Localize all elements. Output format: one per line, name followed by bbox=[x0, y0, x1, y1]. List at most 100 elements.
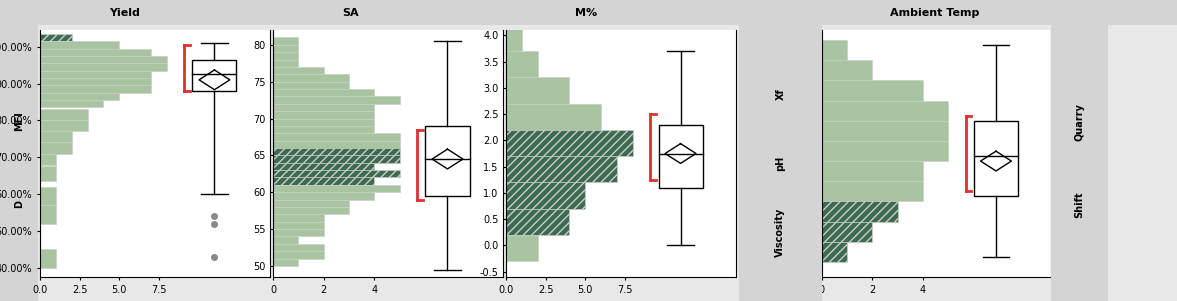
Bar bbox=[273, 170, 343, 178]
Bar bbox=[40, 166, 55, 181]
Bar bbox=[822, 201, 864, 222]
Bar bbox=[273, 60, 299, 67]
Text: D: D bbox=[14, 200, 24, 208]
Text: M%: M% bbox=[576, 8, 597, 17]
Bar bbox=[40, 142, 72, 154]
Bar bbox=[973, 121, 1018, 196]
Bar bbox=[506, 104, 601, 130]
Bar bbox=[40, 249, 55, 268]
Bar bbox=[506, 209, 570, 235]
Text: Xf: Xf bbox=[776, 88, 785, 100]
Polygon shape bbox=[199, 70, 230, 90]
Bar bbox=[40, 71, 151, 78]
Bar bbox=[273, 37, 299, 45]
Bar bbox=[273, 163, 328, 170]
Bar bbox=[273, 126, 374, 133]
Bar bbox=[40, 154, 55, 165]
Bar bbox=[273, 170, 400, 178]
Bar bbox=[506, 156, 617, 182]
Bar bbox=[273, 119, 374, 126]
Text: pH: pH bbox=[776, 155, 785, 171]
Bar bbox=[822, 222, 872, 242]
Bar bbox=[506, 209, 541, 235]
Text: Yield: Yield bbox=[108, 8, 140, 17]
Bar bbox=[425, 126, 470, 196]
Bar bbox=[192, 60, 237, 91]
Bar bbox=[822, 60, 872, 80]
Bar bbox=[658, 125, 703, 188]
Bar bbox=[506, 182, 550, 209]
Bar bbox=[273, 185, 400, 192]
Bar bbox=[273, 96, 400, 104]
Bar bbox=[273, 251, 324, 259]
Bar bbox=[273, 222, 324, 229]
Text: Viscosity: Viscosity bbox=[776, 207, 785, 257]
Text: Shift: Shift bbox=[1075, 191, 1084, 218]
Bar bbox=[40, 34, 72, 41]
Bar bbox=[822, 80, 923, 101]
Bar bbox=[40, 78, 151, 85]
Bar bbox=[822, 101, 949, 121]
Bar bbox=[40, 100, 104, 107]
Bar bbox=[822, 222, 850, 242]
Bar bbox=[273, 89, 374, 96]
Bar bbox=[273, 133, 400, 141]
Bar bbox=[273, 45, 299, 52]
Bar bbox=[273, 259, 299, 266]
Bar bbox=[273, 155, 400, 163]
Bar bbox=[273, 141, 400, 148]
Bar bbox=[506, 25, 521, 51]
Bar bbox=[822, 242, 847, 262]
Bar bbox=[273, 148, 343, 155]
Bar bbox=[273, 229, 324, 236]
Bar bbox=[40, 93, 119, 100]
Bar bbox=[273, 214, 324, 222]
Bar bbox=[822, 141, 949, 161]
Bar bbox=[273, 192, 374, 200]
Bar bbox=[273, 163, 374, 170]
Text: MFI: MFI bbox=[14, 112, 24, 132]
Bar bbox=[40, 34, 58, 41]
Bar bbox=[40, 63, 167, 71]
Bar bbox=[273, 236, 299, 244]
Text: Ambient Temp: Ambient Temp bbox=[891, 8, 979, 17]
Bar bbox=[273, 104, 374, 111]
Bar bbox=[273, 244, 324, 251]
Bar bbox=[822, 161, 923, 181]
Bar bbox=[506, 156, 567, 182]
Bar bbox=[273, 67, 324, 74]
Bar bbox=[273, 52, 299, 60]
Bar bbox=[40, 41, 119, 48]
Bar bbox=[273, 148, 400, 155]
Bar bbox=[273, 82, 350, 89]
Bar bbox=[506, 130, 576, 156]
Bar bbox=[40, 132, 72, 142]
Bar bbox=[822, 242, 836, 262]
Bar bbox=[40, 56, 167, 63]
Bar bbox=[273, 200, 350, 207]
Bar bbox=[273, 111, 374, 119]
Polygon shape bbox=[980, 151, 1011, 171]
Bar bbox=[40, 205, 55, 224]
Bar bbox=[273, 74, 350, 82]
Bar bbox=[273, 178, 374, 185]
Bar bbox=[40, 187, 55, 205]
Bar bbox=[273, 207, 350, 214]
Bar bbox=[506, 51, 538, 77]
Bar bbox=[273, 178, 328, 185]
Polygon shape bbox=[432, 149, 463, 169]
Bar bbox=[822, 181, 923, 201]
Polygon shape bbox=[665, 144, 696, 163]
Bar bbox=[273, 155, 343, 163]
Bar bbox=[40, 120, 87, 132]
Bar bbox=[506, 235, 538, 261]
Bar bbox=[506, 182, 585, 209]
Bar bbox=[822, 201, 898, 222]
Bar bbox=[40, 109, 87, 120]
Text: Quarry: Quarry bbox=[1075, 103, 1084, 141]
Bar bbox=[822, 40, 847, 60]
Text: SA: SA bbox=[341, 8, 359, 17]
Bar bbox=[822, 121, 949, 141]
Bar bbox=[506, 77, 570, 104]
Bar bbox=[506, 130, 633, 156]
